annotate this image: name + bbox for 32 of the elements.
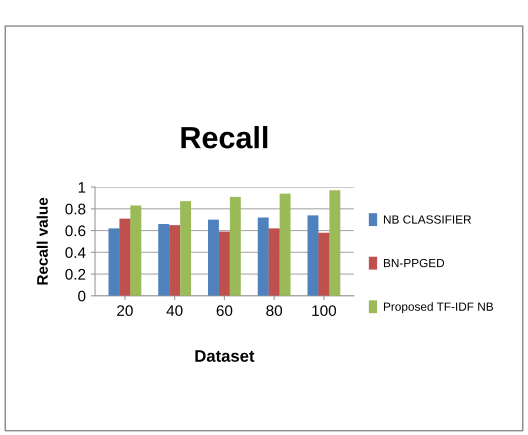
- bar: [280, 194, 291, 296]
- x-axis-title: Dataset: [195, 350, 254, 362]
- bar: [119, 218, 130, 296]
- y-tick-label: 0.4: [65, 247, 86, 258]
- bar: [318, 232, 330, 296]
- y-axis-title: Recall value: [36, 198, 48, 285]
- legend-label: BN-PPGED: [384, 258, 444, 268]
- x-tick-label: 80: [266, 305, 282, 316]
- bar: [307, 215, 318, 296]
- bar: [329, 190, 340, 296]
- bar: [169, 225, 180, 296]
- bar: [180, 201, 192, 296]
- legend-label: NB CLASSIFIER: [384, 215, 472, 224]
- x-tick-label: 60: [216, 305, 232, 316]
- bar: [258, 218, 269, 296]
- y-tick-label: 0.6: [65, 225, 86, 236]
- bar: [218, 232, 230, 296]
- bar: [108, 228, 120, 296]
- y-tick-label: 0.2: [65, 268, 86, 280]
- legend-label: Proposed TF-IDF NB: [384, 302, 494, 314]
- chart-title: Recall: [181, 126, 268, 148]
- x-tick-label: 20: [117, 305, 133, 316]
- bar: [130, 206, 142, 296]
- bar: [158, 224, 170, 296]
- y-tick-label: 0.8: [65, 204, 86, 214]
- bar: [230, 196, 241, 296]
- y-tick-label: 1: [78, 182, 86, 193]
- y-tick-label: 0: [78, 290, 86, 302]
- x-tick-label: 40: [166, 305, 183, 316]
- x-tick-label: 100: [312, 305, 336, 316]
- bar: [268, 228, 280, 296]
- bar: [208, 220, 219, 296]
